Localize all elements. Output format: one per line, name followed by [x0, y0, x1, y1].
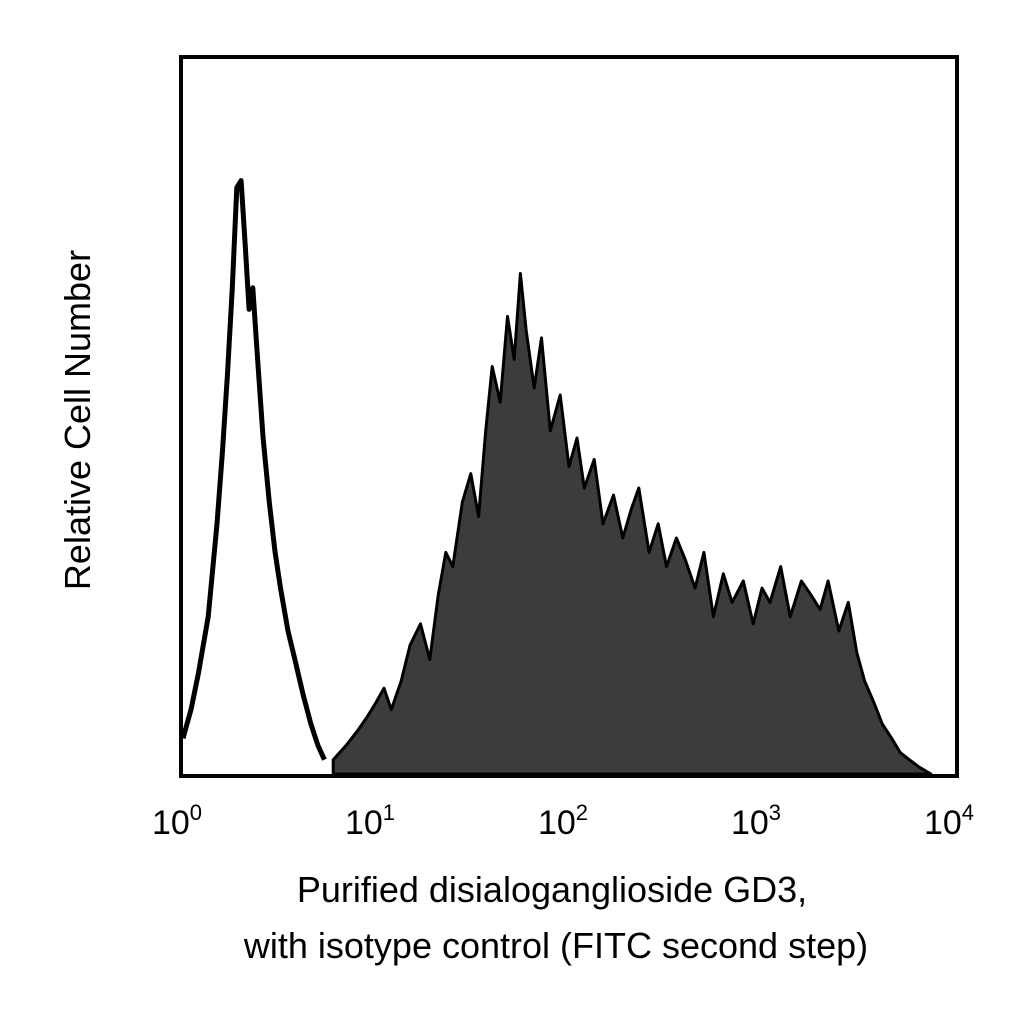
x-tick-base-1: 10: [345, 804, 383, 842]
x-tick-label-3: 103: [731, 800, 781, 842]
x-axis-ticks: 100 101 102 103 104: [152, 800, 974, 842]
plot-area: [180, 178, 933, 776]
gd3-stained-histogram: [331, 272, 933, 776]
x-tick-exponent-2: 2: [576, 800, 588, 825]
x-tick-exponent-3: 3: [769, 800, 781, 825]
y-axis-title: Relative Cell Number: [57, 250, 98, 590]
x-tick-label-0: 100: [152, 800, 202, 842]
x-tick-base-3: 10: [731, 804, 769, 842]
x-tick-exponent-0: 0: [190, 800, 202, 825]
x-tick-label-4: 104: [924, 800, 974, 842]
x-tick-label-1: 101: [345, 800, 395, 842]
x-tick-label-2: 102: [538, 800, 588, 842]
x-tick-exponent-4: 4: [962, 800, 974, 825]
x-tick-base-4: 10: [924, 804, 962, 842]
isotype-control-histogram: [180, 178, 327, 761]
x-tick-base-0: 10: [152, 804, 190, 842]
x-axis-title-line-1: Purified disialoganglioside GD3,: [297, 869, 807, 910]
x-tick-base-2: 10: [538, 804, 576, 842]
x-axis-title-line-2: with isotype control (FITC second step): [243, 925, 868, 966]
plot-frame: [179, 55, 959, 778]
x-tick-exponent-1: 1: [383, 800, 395, 825]
